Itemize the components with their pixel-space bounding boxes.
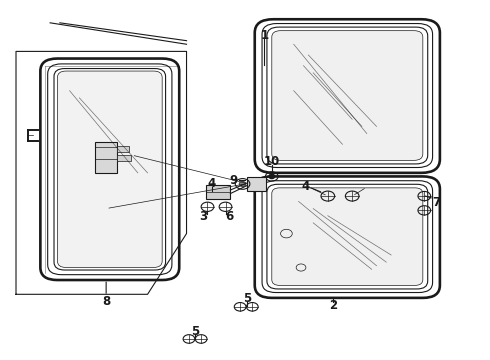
- FancyBboxPatch shape: [272, 31, 423, 160]
- Text: 5: 5: [191, 325, 199, 338]
- Text: 4: 4: [208, 177, 216, 190]
- Text: 3: 3: [199, 210, 208, 223]
- Text: 6: 6: [225, 210, 234, 223]
- FancyBboxPatch shape: [272, 188, 423, 285]
- Bar: [206, 185, 230, 199]
- Text: 7: 7: [432, 195, 441, 209]
- Text: 8: 8: [102, 295, 110, 308]
- Bar: [96, 143, 117, 173]
- Text: 1: 1: [260, 29, 269, 42]
- Bar: [117, 147, 129, 152]
- Text: 9: 9: [229, 174, 238, 186]
- Text: 4: 4: [302, 180, 310, 193]
- Bar: [117, 155, 131, 161]
- FancyBboxPatch shape: [57, 71, 162, 267]
- Circle shape: [239, 181, 246, 186]
- Text: 2: 2: [329, 298, 337, 311]
- Text: 5: 5: [244, 292, 251, 305]
- Circle shape: [269, 174, 275, 179]
- Text: 10: 10: [264, 154, 280, 167]
- Bar: [247, 177, 266, 191]
